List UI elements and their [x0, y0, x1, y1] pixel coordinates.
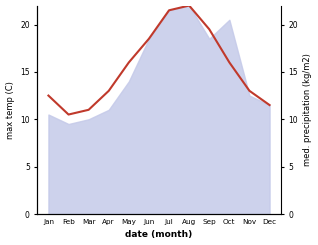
X-axis label: date (month): date (month) [125, 231, 193, 239]
Y-axis label: max temp (C): max temp (C) [5, 81, 15, 139]
Y-axis label: med. precipitation (kg/m2): med. precipitation (kg/m2) [303, 53, 313, 166]
